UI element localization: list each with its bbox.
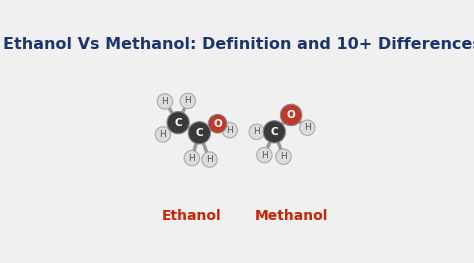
Circle shape: [180, 93, 196, 109]
Text: O: O: [287, 110, 295, 120]
Text: Ethanol Vs Methanol: Definition and 10+ Differences: Ethanol Vs Methanol: Definition and 10+ …: [3, 37, 474, 52]
Text: H: H: [253, 127, 260, 136]
Text: H: H: [280, 152, 287, 161]
Circle shape: [276, 149, 291, 164]
Text: H: H: [261, 151, 268, 160]
Circle shape: [281, 104, 302, 126]
Text: C: C: [271, 127, 278, 137]
Text: C: C: [196, 128, 203, 138]
Text: H: H: [227, 126, 233, 135]
Text: C: C: [174, 118, 182, 128]
Circle shape: [202, 152, 217, 167]
Text: O: O: [213, 119, 222, 129]
Circle shape: [257, 147, 272, 163]
Text: H: H: [184, 96, 191, 105]
Circle shape: [300, 120, 315, 135]
Circle shape: [263, 121, 285, 143]
Circle shape: [157, 94, 173, 109]
Circle shape: [167, 112, 189, 134]
Circle shape: [155, 127, 171, 142]
Text: H: H: [304, 123, 310, 132]
Text: Ethanol: Ethanol: [162, 209, 221, 223]
Circle shape: [249, 124, 264, 139]
Text: H: H: [162, 97, 168, 106]
Circle shape: [188, 122, 210, 144]
Text: H: H: [206, 155, 213, 164]
Text: H: H: [160, 130, 166, 139]
Text: Methanol: Methanol: [255, 209, 328, 223]
Text: H: H: [189, 154, 195, 163]
Circle shape: [208, 114, 227, 133]
Circle shape: [222, 123, 237, 138]
Circle shape: [184, 150, 200, 166]
